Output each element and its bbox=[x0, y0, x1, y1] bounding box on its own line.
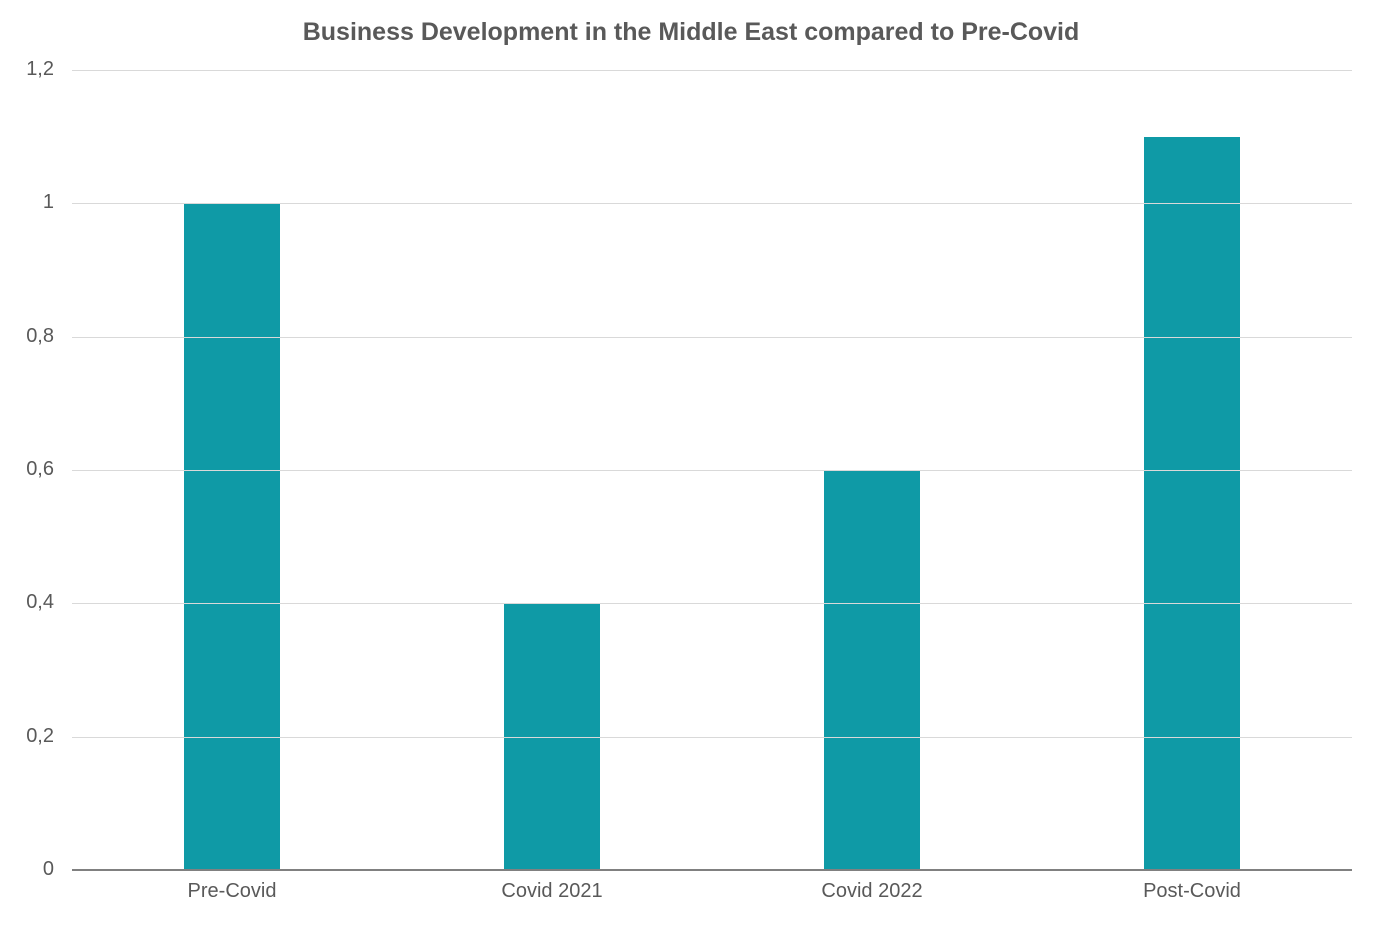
gridline bbox=[72, 603, 1352, 604]
gridline bbox=[72, 737, 1352, 738]
y-tick-label: 1,2 bbox=[0, 58, 54, 81]
bar bbox=[824, 470, 920, 870]
gridline bbox=[72, 70, 1352, 71]
chart-container: Business Development in the Middle East … bbox=[0, 0, 1382, 951]
chart-title: Business Development in the Middle East … bbox=[0, 18, 1382, 47]
gridline bbox=[72, 203, 1352, 204]
y-tick-label: 0,4 bbox=[0, 591, 54, 614]
y-tick-label: 0,2 bbox=[0, 725, 54, 748]
gridline bbox=[72, 470, 1352, 471]
y-tick-label: 0,6 bbox=[0, 458, 54, 481]
gridline bbox=[72, 337, 1352, 338]
y-tick-label: 0 bbox=[0, 858, 54, 881]
x-tick-label: Covid 2022 bbox=[712, 880, 1032, 903]
bar bbox=[1144, 137, 1240, 870]
x-tick-label: Covid 2021 bbox=[392, 880, 712, 903]
y-tick-label: 1 bbox=[0, 191, 54, 214]
x-tick-label: Post-Covid bbox=[1032, 880, 1352, 903]
plot-area bbox=[72, 70, 1352, 870]
x-tick-label: Pre-Covid bbox=[72, 880, 392, 903]
bar bbox=[184, 203, 280, 870]
y-tick-label: 0,8 bbox=[0, 325, 54, 348]
x-axis-baseline bbox=[72, 869, 1352, 871]
